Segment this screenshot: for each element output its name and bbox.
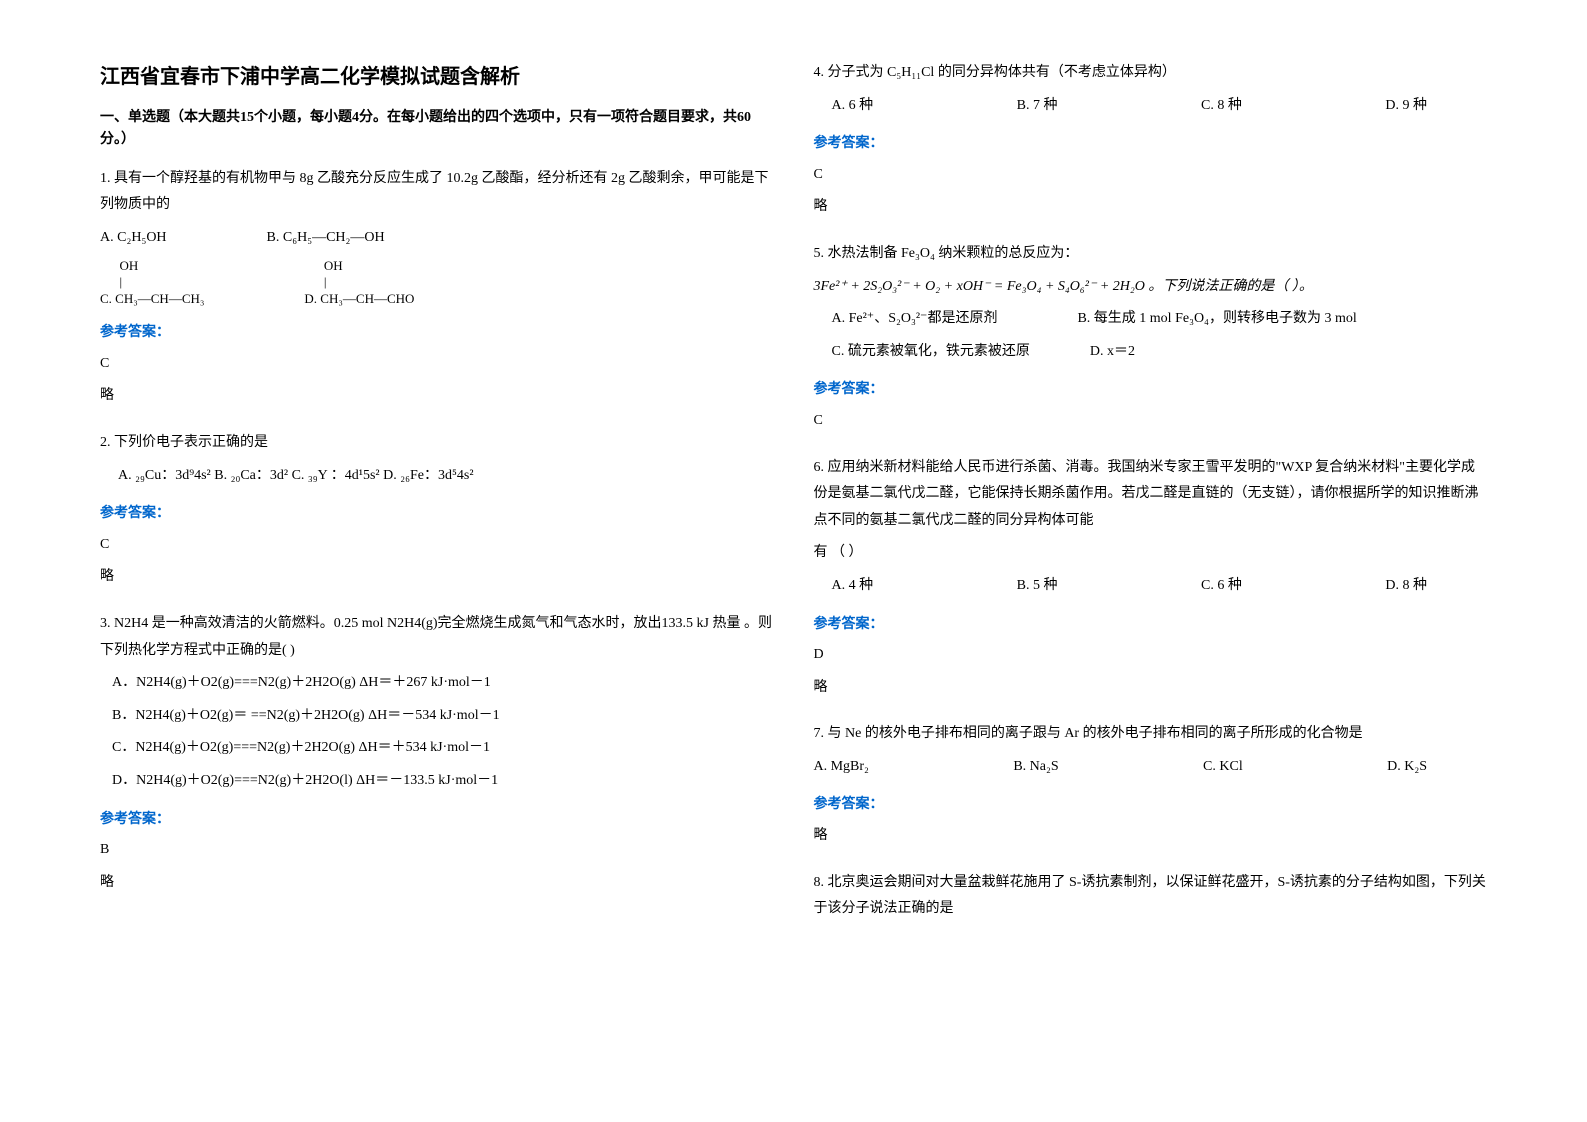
q3-optB: B．N2H4(g)＋O2(g)＝ ==N2(g)＋2H2O(g) ΔH＝－534… [112,703,774,730]
q3-optC: C．N2H4(g)＋O2(g)===N2(g)＋2H2O(g) ΔH＝＋534 … [112,735,774,762]
q1-optB: B. C₆H₅—CH₂—OH [267,225,385,252]
q4-optB: B. 7 种 [1017,93,1058,120]
q6-optA: A. 4 种 [832,573,874,600]
q6-body: 6. 应用纳米新材料能给人民币进行杀菌、消毒。我国纳米专家王雪平发明的"WXP … [814,455,1488,535]
q1-optA: A. C₂H₅OH [100,225,167,252]
q1-extra: 略 [100,383,774,410]
question-6: 6. 应用纳米新材料能给人民币进行杀菌、消毒。我国纳米专家王雪平发明的"WXP … [814,455,1488,708]
q5-optD: D. x＝2 [1090,339,1135,366]
q3-extra: 略 [100,870,774,897]
q1-row2: OH | C. CH₃—CH—CH₃ OH | D. CH₃—CH—CHO [100,258,774,309]
q4-optC: C. 8 种 [1201,93,1242,120]
q7-optC: C. KCl [1203,754,1243,781]
q5-eq: 3Fe²⁺ + 2S₂O₃²⁻ + O₂ + xOH⁻ = Fe₃O₄ + S₄… [814,274,1488,301]
q4-optA: A. 6 种 [832,93,874,120]
q1-anslabel: 参考答案： [100,318,774,345]
q7-optB: B. Na₂S [1013,754,1058,781]
q6-body2: 有 （ ） [814,540,1488,567]
question-8: 8. 北京奥运会期间对大量盆栽鲜花施用了 S-诱抗素制剂，以保证鲜花盛开，S-诱… [814,870,1488,929]
q1-optD: OH | D. CH₃—CH—CHO [304,258,414,309]
question-3: 3. N2H4 是一种高效清洁的火箭燃料。0.25 mol N2H4(g)完全燃… [100,611,774,902]
q7-optA: A. MgBr₂ [814,754,869,781]
q4-anslabel: 参考答案： [814,129,1488,156]
left-column: 江西省宜春市下浦中学高二化学模拟试题含解析 一、单选题（本大题共15个小题，每小… [100,60,774,1062]
q4-opts: A. 6 种 B. 7 种 C. 8 种 D. 9 种 [814,93,1488,120]
q7-body: 7. 与 Ne 的核外电子排布相同的离子跟与 Ar 的核外电子排布相同的离子所形… [814,721,1488,748]
q6-optC: C. 6 种 [1201,573,1242,600]
q4-extra: 略 [814,194,1488,221]
q5-optC: C. 硫元素被氧化，铁元素被还原 [832,339,1030,366]
q6-opts: A. 4 种 B. 5 种 C. 6 种 D. 8 种 [814,573,1488,600]
question-1: 1. 具有一个醇羟基的有机物甲与 8g 乙酸充分反应生成了 10.2g 乙酸酯，… [100,166,774,416]
question-5: 5. 水热法制备 Fe₃O₄ 纳米颗粒的总反应为： 3Fe²⁺ + 2S₂O₃²… [814,241,1488,441]
q6-extra: 略 [814,675,1488,702]
q1-optC: OH | C. CH₃—CH—CH₃ [100,258,204,309]
section-intro: 一、单选题（本大题共15个小题，每小题4分。在每小题给出的四个选项中，只有一项符… [100,107,774,152]
q6-optD: D. 8 种 [1385,573,1427,600]
q1-ans: C [100,351,774,378]
q6-ans: D [814,642,1488,669]
q8-body: 8. 北京奥运会期间对大量盆栽鲜花施用了 S-诱抗素制剂，以保证鲜花盛开，S-诱… [814,870,1488,923]
q6-optB: B. 5 种 [1017,573,1058,600]
q2-extra: 略 [100,564,774,591]
q5-anslabel: 参考答案： [814,375,1488,402]
q5-row1: A. Fe²⁺、S₂O₃²⁻都是还原剂 B. 每生成 1 mol Fe₃O₄，则… [814,306,1488,333]
q2-anslabel: 参考答案： [100,499,774,526]
q7-opts: A. MgBr₂ B. Na₂S C. KCl D. K₂S [814,754,1488,781]
q5-optB: B. 每生成 1 mol Fe₃O₄，则转移电子数为 3 mol [1077,306,1356,333]
q5-ans: C [814,408,1488,435]
q2-opts: A. ₂₉Cu：3d⁹4s² B. ₂₀Ca：3d² C. ₃₉Y ：4d¹5s… [100,463,774,490]
q4-body: 4. 分子式为 C₅H₁₁Cl 的同分异构体共有（不考虑立体异构） [814,60,1488,87]
q7-optD: D. K₂S [1387,754,1427,781]
q6-anslabel: 参考答案： [814,610,1488,637]
q3-anslabel: 参考答案： [100,805,774,832]
q4-optD: D. 9 种 [1385,93,1427,120]
q2-body: 2. 下列价电子表示正确的是 [100,430,774,457]
q7-ans: 略 [814,823,1488,850]
question-7: 7. 与 Ne 的核外电子排布相同的离子跟与 Ar 的核外电子排布相同的离子所形… [814,721,1488,855]
q5-row2: C. 硫元素被氧化，铁元素被还原 D. x＝2 [814,339,1488,366]
question-4: 4. 分子式为 C₅H₁₁Cl 的同分异构体共有（不考虑立体异构） A. 6 种… [814,60,1488,227]
q5-optA: A. Fe²⁺、S₂O₃²⁻都是还原剂 [832,306,998,333]
q5-body: 5. 水热法制备 Fe₃O₄ 纳米颗粒的总反应为： [814,241,1488,268]
q1-row1: A. C₂H₅OH B. C₆H₅—CH₂—OH [100,225,774,252]
main-title: 江西省宜春市下浦中学高二化学模拟试题含解析 [100,60,774,89]
q2-ans: C [100,532,774,559]
q1-body: 1. 具有一个醇羟基的有机物甲与 8g 乙酸充分反应生成了 10.2g 乙酸酯，… [100,166,774,219]
q7-anslabel: 参考答案： [814,790,1488,817]
q3-ans: B [100,837,774,864]
q3-body: 3. N2H4 是一种高效清洁的火箭燃料。0.25 mol N2H4(g)完全燃… [100,611,774,664]
right-column: 4. 分子式为 C₅H₁₁Cl 的同分异构体共有（不考虑立体异构） A. 6 种… [814,60,1488,1062]
q3-optD: D．N2H4(g)＋O2(g)===N2(g)＋2H2O(l) ΔH＝－133.… [112,768,774,795]
q3-optA: A．N2H4(g)＋O2(g)===N2(g)＋2H2O(g) ΔH＝＋267 … [112,670,774,697]
q4-ans: C [814,162,1488,189]
question-2: 2. 下列价电子表示正确的是 A. ₂₉Cu：3d⁹4s² B. ₂₀Ca：3d… [100,430,774,597]
